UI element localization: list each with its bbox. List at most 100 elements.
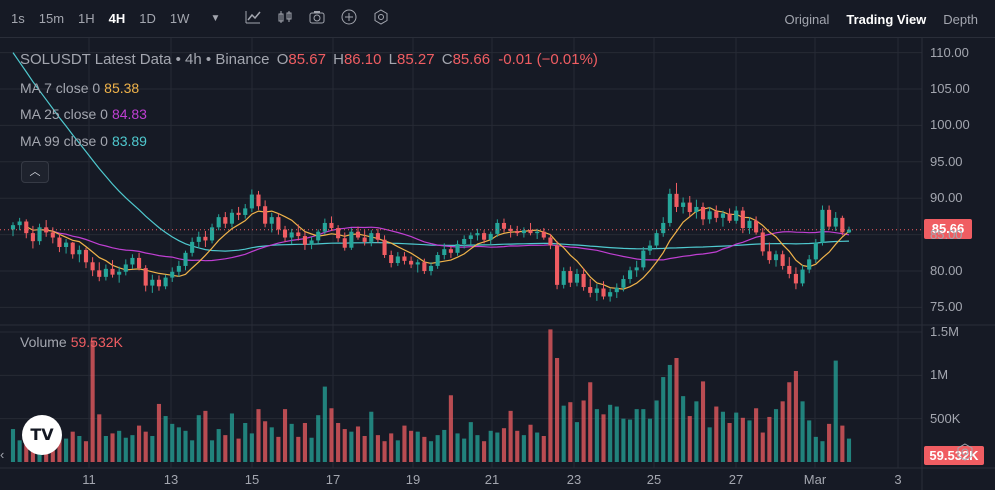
volume-axis-label: 1.5M xyxy=(930,324,959,339)
candle-body xyxy=(309,240,314,245)
volume-bar xyxy=(369,411,374,462)
candle-body xyxy=(747,220,752,229)
volume-bar xyxy=(800,401,805,462)
volume-bar xyxy=(773,409,779,462)
volume-bar xyxy=(256,409,261,462)
ma99-line xyxy=(12,52,850,252)
volume-bar xyxy=(77,436,82,462)
candle-body xyxy=(455,244,460,253)
candle-body xyxy=(661,222,666,234)
volume-bar xyxy=(183,430,188,462)
candle-body xyxy=(734,210,739,221)
candle-body xyxy=(601,288,606,297)
volume-bar xyxy=(780,401,785,462)
volume-bar xyxy=(209,440,215,462)
volume-bar xyxy=(654,400,659,462)
candle-body xyxy=(276,217,281,230)
indicator-line-icon[interactable] xyxy=(244,10,262,28)
volume-bar xyxy=(97,414,102,462)
volume-bar xyxy=(276,436,281,462)
hexagon-settings-icon[interactable] xyxy=(372,8,390,29)
candle-body xyxy=(608,292,613,297)
tab-depth[interactable]: Depth xyxy=(943,11,978,27)
price-axis-label: 75.00 xyxy=(930,299,963,315)
candle-body xyxy=(143,268,148,286)
price-chart[interactable] xyxy=(0,38,995,490)
volume-bar xyxy=(528,424,533,462)
candle-body xyxy=(57,237,62,247)
candle-body xyxy=(176,265,181,272)
volume-bar xyxy=(647,418,653,462)
volume-bar xyxy=(137,425,142,462)
camera-icon[interactable] xyxy=(308,10,326,28)
price-axis-label: 80.00 xyxy=(930,263,963,279)
volume-bar xyxy=(117,430,122,462)
candle-body xyxy=(369,233,374,242)
candle-body xyxy=(627,270,633,280)
volume-bar xyxy=(754,408,759,462)
chart-legend-title: SOLUSDT Latest Data • 4h • Binance O85.6… xyxy=(20,51,598,68)
volume-bar xyxy=(355,426,361,462)
volume-bar xyxy=(707,427,712,462)
candle-body xyxy=(24,221,29,234)
tradingview-logo[interactable]: TV xyxy=(22,415,62,455)
volume-bar xyxy=(10,429,16,462)
candle-body xyxy=(840,217,845,233)
plus-circle-icon[interactable] xyxy=(340,9,358,29)
volume-bar xyxy=(807,420,812,462)
collapse-legend-button[interactable]: ︿ xyxy=(21,161,49,183)
volume-bar xyxy=(661,377,666,462)
candle-body xyxy=(548,237,553,246)
volume-bar xyxy=(501,428,507,462)
ma7-label: MA 7 close 0 xyxy=(20,80,101,96)
candle-body xyxy=(229,212,235,224)
price-axis-label: 90.00 xyxy=(930,190,963,206)
timeframe-1s[interactable]: 1s xyxy=(11,11,25,26)
price-axis-label: 100.00 xyxy=(930,117,970,133)
volume-bar xyxy=(64,438,69,462)
timeframe-4h[interactable]: 4H xyxy=(108,11,126,26)
volume-bar xyxy=(793,371,798,462)
candle-body xyxy=(647,245,653,251)
timeframe-1d[interactable]: 1D xyxy=(139,11,156,26)
volume-bar xyxy=(90,340,95,462)
volume-bar xyxy=(555,358,560,462)
tab-trading-view[interactable]: Trading View xyxy=(846,11,927,27)
volume-bar xyxy=(389,433,394,462)
candle-body xyxy=(827,209,832,227)
volume-bar xyxy=(395,440,400,462)
timeframe-1h[interactable]: 1H xyxy=(78,11,95,26)
candle-body xyxy=(561,271,566,285)
close-value: 85.66 xyxy=(452,51,491,68)
candle-body xyxy=(707,211,712,220)
candle-body xyxy=(501,222,507,229)
volume-bar xyxy=(694,401,699,462)
volume-bar xyxy=(495,432,500,462)
volume-bar xyxy=(103,436,108,462)
chart-settings-icon[interactable] xyxy=(950,443,980,467)
timeframe-15m[interactable]: 15m xyxy=(38,11,65,26)
tab-original[interactable]: Original xyxy=(784,11,830,27)
volume-bar xyxy=(674,358,679,462)
volume-bar xyxy=(448,395,453,462)
candle-body xyxy=(395,256,400,264)
volume-bar xyxy=(329,408,334,462)
candle-body xyxy=(342,238,347,248)
candle-body xyxy=(282,229,288,238)
candle-body xyxy=(336,228,341,239)
candle-body xyxy=(296,232,301,237)
time-axis-label: 21 xyxy=(484,472,500,487)
candle-body xyxy=(355,231,361,238)
volume-bar xyxy=(548,329,553,462)
candle-body xyxy=(44,227,49,233)
scroll-left-icon[interactable]: ‹ xyxy=(0,447,5,462)
candles-settings-icon[interactable] xyxy=(276,10,294,28)
candle-body xyxy=(209,227,215,241)
timeframe-1w[interactable]: 1W xyxy=(169,11,190,26)
volume-bar xyxy=(813,436,818,462)
volume-label: Volume xyxy=(20,334,67,350)
price-axis-label: 85.00 xyxy=(930,226,963,242)
chevron-down-icon[interactable]: ▼ xyxy=(210,13,221,24)
ma99-value: 83.89 xyxy=(111,133,147,149)
change-value: -0.01 (−0.01%) xyxy=(498,51,598,68)
